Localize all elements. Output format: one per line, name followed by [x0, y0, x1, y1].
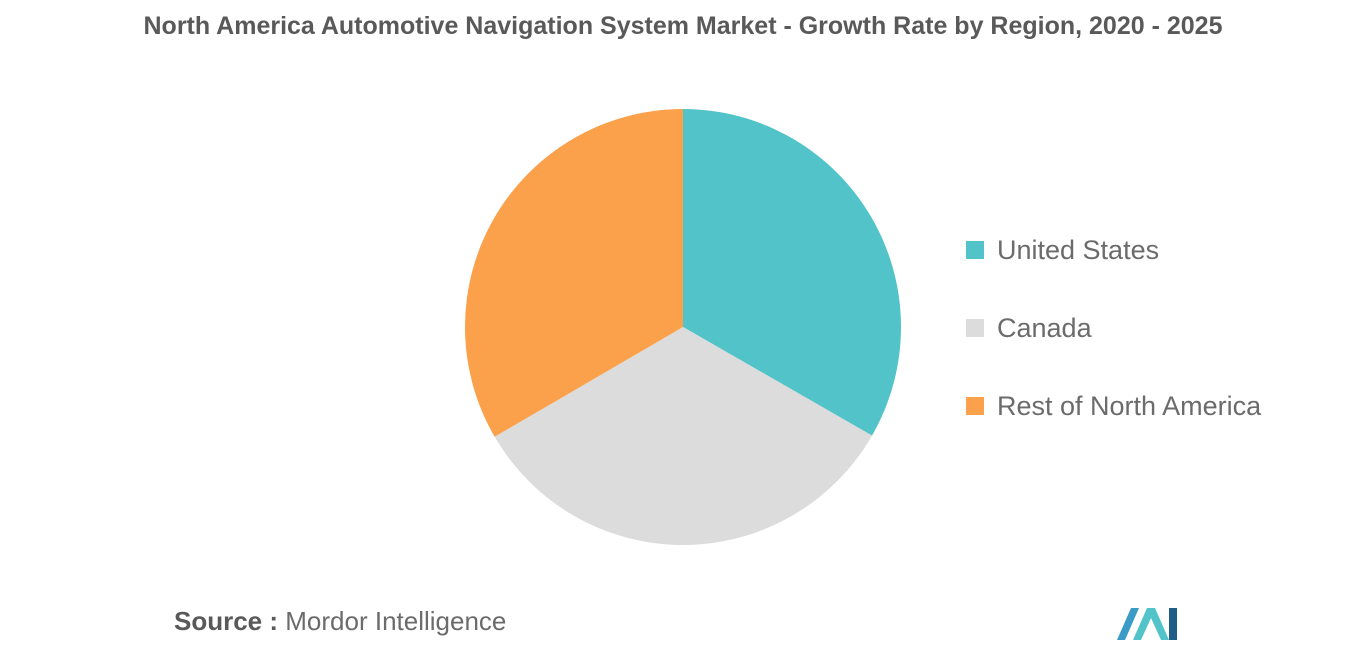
logo-middle-stroke — [1133, 608, 1169, 640]
pie-slice-united-states — [683, 109, 901, 436]
mordor-intelligence-logo-icon — [1117, 608, 1177, 640]
legend-swatch-canada — [966, 319, 984, 337]
source-name: Mordor Intelligence — [285, 606, 507, 636]
chart-legend: United States Canada Rest of North Ameri… — [966, 232, 1261, 466]
legend-item-united-states: United States — [966, 232, 1261, 268]
legend-item-rest-of-north-america: Rest of North America — [966, 388, 1261, 424]
legend-item-canada: Canada — [966, 310, 1261, 346]
pie-slice-canada — [494, 327, 873, 545]
legend-swatch-united-states — [966, 241, 984, 259]
source-prefix: Source : — [174, 606, 279, 636]
legend-label-united-states: United States — [997, 234, 1160, 265]
legend-label-canada: Canada — [997, 312, 1092, 343]
logo-left-stroke — [1117, 608, 1139, 640]
chart-title: North America Automotive Navigation Syst… — [143, 12, 1223, 40]
pie-slices — [465, 109, 901, 545]
legend-label-rest-of-north-america: Rest of North America — [997, 390, 1262, 421]
legend-swatch-rest-of-north-america — [966, 397, 984, 415]
source-note: Source : Mordor Intelligence — [174, 606, 506, 637]
logo-right-stroke — [1169, 608, 1177, 640]
pie-slice-rest-of-north-america — [465, 109, 683, 437]
